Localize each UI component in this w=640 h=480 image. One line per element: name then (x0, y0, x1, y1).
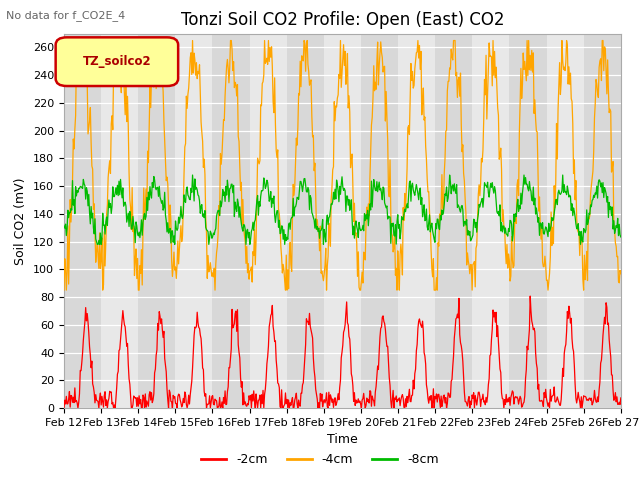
Text: No data for f_CO2E_4: No data for f_CO2E_4 (6, 10, 125, 21)
Bar (138, 34, 175, 408)
Bar (250, 34, 287, 408)
Bar (398, 34, 435, 408)
Bar (324, 34, 361, 408)
Bar (287, 34, 324, 408)
Legend: -2cm, -4cm, -8cm: -2cm, -4cm, -8cm (196, 448, 444, 471)
Bar (101, 34, 138, 408)
Text: TZ_soilco2: TZ_soilco2 (83, 55, 151, 68)
Title: Tonzi Soil CO2 Profile: Open (East) CO2: Tonzi Soil CO2 Profile: Open (East) CO2 (180, 11, 504, 29)
Bar (212, 34, 250, 408)
FancyBboxPatch shape (56, 37, 178, 86)
Bar (509, 34, 547, 408)
Bar (472, 34, 509, 408)
Y-axis label: Soil CO2 (mV): Soil CO2 (mV) (15, 177, 28, 264)
Bar (547, 34, 584, 408)
X-axis label: Time: Time (327, 433, 358, 446)
Bar (584, 34, 621, 408)
Bar (175, 34, 212, 408)
Bar (361, 34, 398, 408)
Bar (435, 34, 472, 408)
Bar (64, 34, 101, 408)
